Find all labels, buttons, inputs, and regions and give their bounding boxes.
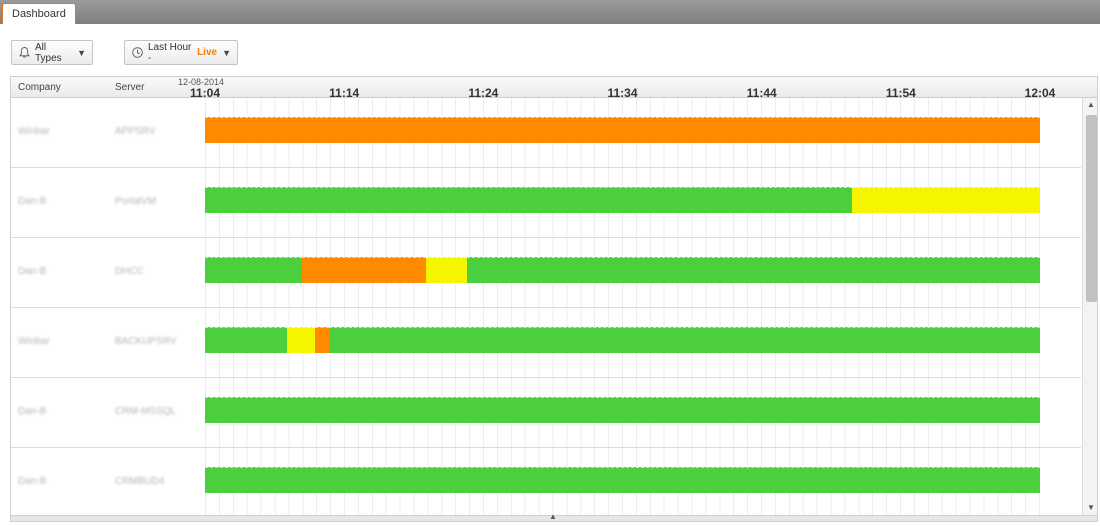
status-segment-ok[interactable] [466, 257, 1040, 283]
table-row[interactable]: Dan-B CRMBUD4 [11, 448, 1081, 515]
status-segment-ok[interactable] [205, 257, 303, 283]
status-segment-ok[interactable] [205, 397, 1040, 423]
status-segment-warning[interactable] [852, 187, 1040, 213]
company-cell: Dan-B [18, 196, 47, 207]
bell-icon [19, 47, 30, 58]
time-tick-label: 11:04 [189, 86, 221, 100]
company-cell: Dan-B [18, 266, 47, 277]
time-tick-label: 12:04 [1024, 86, 1056, 100]
table-row[interactable]: Dan-B CRM-MSSQL [11, 378, 1081, 448]
time-tick-label: 11:24 [468, 86, 499, 100]
company-cell: Winbar [18, 126, 50, 137]
status-timeline [205, 327, 1040, 353]
table-row[interactable]: Winbar BACKUPSRV [11, 308, 1081, 378]
server-cell: BACKUPSRV [115, 336, 177, 347]
chevron-down-icon: ▼ [222, 47, 231, 58]
column-header-server[interactable]: Server [115, 82, 145, 93]
collapse-icon[interactable]: ▲ [549, 512, 557, 521]
grid-header: Company Server 12-08-2014 11:04 11:14 11:2… [11, 77, 1097, 100]
status-timeline [205, 467, 1040, 493]
timeline-date: 12-08-2014 [178, 77, 225, 87]
tab-bar: Dashboard [0, 0, 1100, 24]
time-tick-label: 11:14 [329, 86, 360, 100]
grid-footer: ▲ [11, 512, 1097, 521]
server-status-grid: Company Server 12-08-2014 11:04 11:14 11:2… [10, 76, 1098, 522]
status-segment-ok[interactable] [205, 187, 853, 213]
time-range-filter[interactable]: Last Hour - Live ▼ [124, 40, 238, 65]
status-segment-ok[interactable] [328, 327, 1040, 353]
server-cell: CRM-MSSQL [115, 406, 177, 417]
alert-type-filter[interactable]: All Types ▼ [11, 40, 93, 65]
time-tick-label: 11:44 [746, 86, 777, 100]
scrollbar-thumb[interactable] [1086, 115, 1097, 302]
server-cell: APPSRV [115, 126, 156, 137]
vertical-scrollbar[interactable]: ▲ ▼ [1082, 98, 1097, 515]
grid-rows: Winbar APPSRV Dan-B PortalVM Dan-B DHCC Winbar… [11, 98, 1081, 515]
scroll-down-icon[interactable]: ▼ [1087, 503, 1095, 512]
company-cell: Dan-B [18, 476, 47, 487]
time-range-label: Last Hour - [148, 41, 192, 64]
live-label: Live [197, 47, 218, 58]
status-timeline [205, 397, 1040, 423]
status-segment-alert[interactable] [302, 257, 427, 283]
column-header-company[interactable]: Company [18, 82, 61, 93]
server-cell: PortalVM [115, 196, 157, 207]
time-tick-label: 11:54 [885, 86, 916, 100]
status-timeline [205, 117, 1040, 143]
table-row[interactable]: Dan-B PortalVM [11, 168, 1081, 238]
scroll-up-icon[interactable]: ▲ [1087, 100, 1095, 109]
status-segment-ok[interactable] [205, 327, 288, 353]
status-segment-warning[interactable] [287, 327, 315, 353]
table-row[interactable]: Dan-B DHCC [11, 238, 1081, 308]
alert-type-label: All Types [35, 41, 62, 64]
server-cell: DHCC [115, 266, 144, 277]
server-cell: CRMBUD4 [115, 476, 165, 487]
status-segment-warning[interactable] [426, 257, 467, 283]
chevron-down-icon: ▼ [77, 47, 86, 58]
time-tick-label: 11:34 [607, 86, 638, 100]
table-row[interactable]: Winbar APPSRV [11, 98, 1081, 168]
tab-dashboard[interactable]: Dashboard [2, 3, 76, 24]
status-timeline [205, 187, 1040, 213]
company-cell: Winbar [18, 336, 50, 347]
company-cell: Dan-B [18, 406, 47, 417]
status-segment-alert[interactable] [205, 117, 1040, 143]
status-segment-ok[interactable] [205, 467, 1040, 493]
status-segment-alert[interactable] [314, 327, 329, 353]
clock-icon [132, 47, 143, 58]
status-timeline [205, 257, 1040, 283]
